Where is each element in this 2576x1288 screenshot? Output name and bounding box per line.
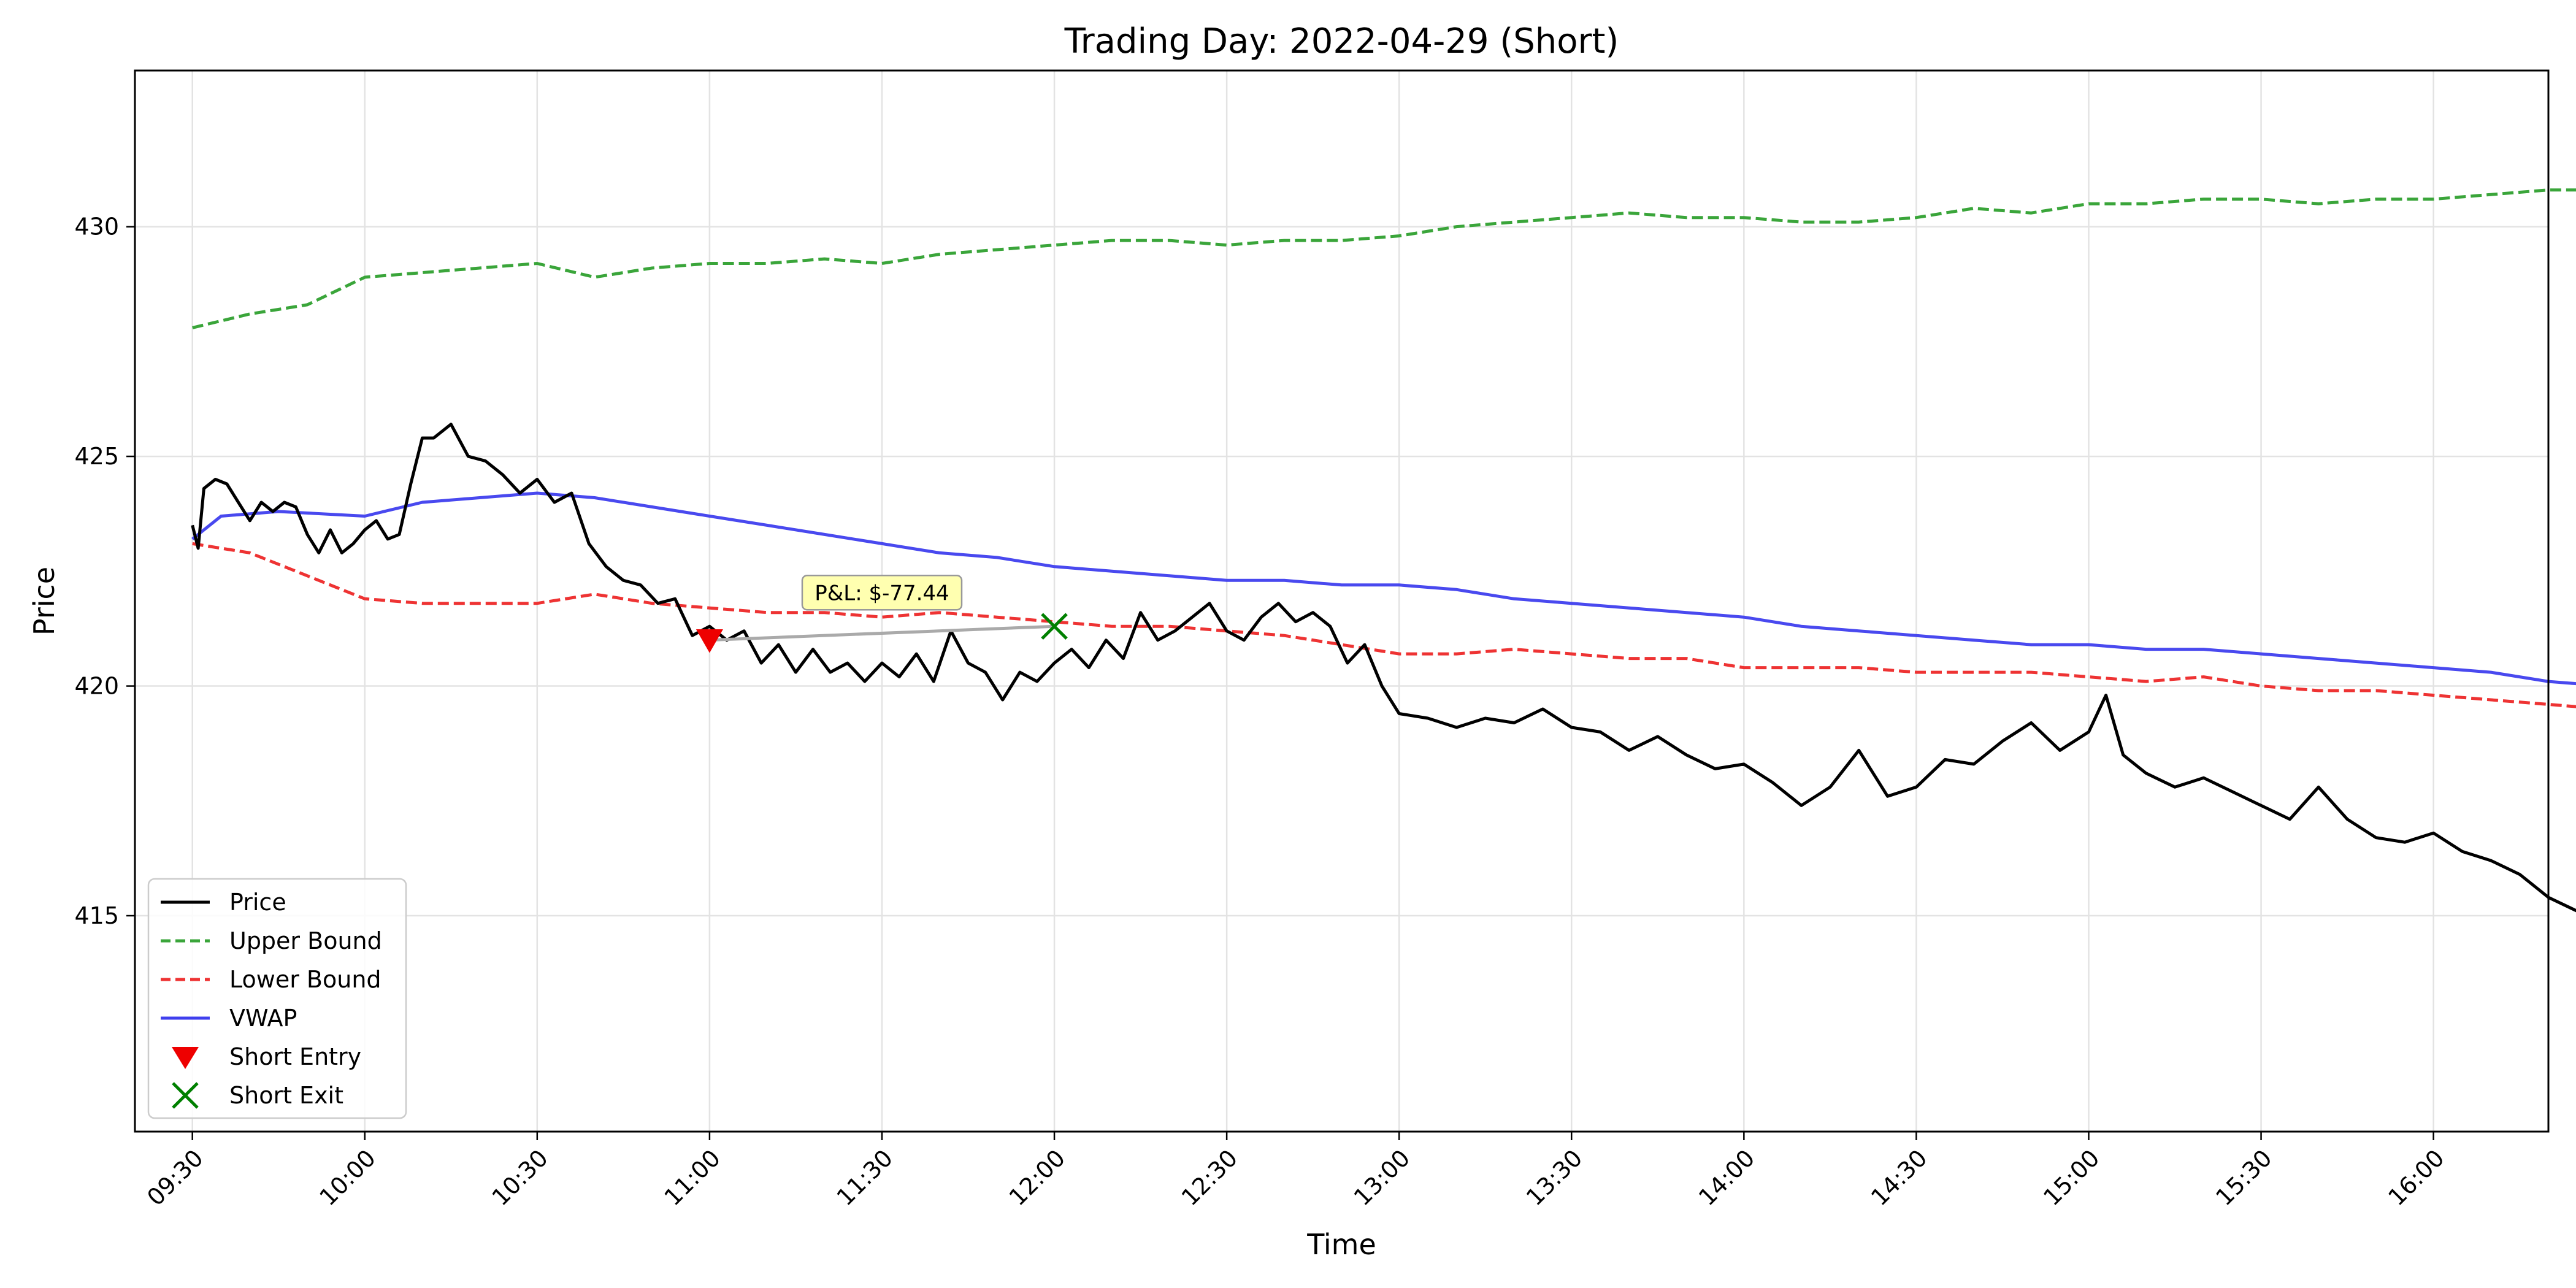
short-exit-marker [1041,613,1068,640]
x-tick-label: 15:00 [2038,1144,2105,1211]
x-tick-label: 14:00 [1693,1144,1760,1211]
x-axis-title: Time [1306,1228,1376,1261]
legend-item: Short Entry [172,1043,361,1070]
y-tick-label: 430 [74,213,119,240]
y-tick-label: 420 [74,673,119,700]
x-tick-label: 13:00 [1349,1144,1416,1211]
y-tick-label: 415 [74,902,119,929]
y-tick-label: 425 [74,443,119,470]
series-line-lower-bound [192,542,2576,708]
y-axis-title: Price [28,567,61,635]
grid [135,71,2548,1132]
legend-item: Short Exit [172,1082,343,1109]
x-tick-label: 09:30 [142,1144,209,1211]
legend-label: Short Entry [229,1043,361,1070]
series-line-vwap [191,491,2576,686]
x-tick-label: 15:30 [2210,1144,2277,1211]
x-tick-label: 10:30 [486,1144,553,1211]
legend-label: Price [229,889,286,916]
legend-item: Upper Bound [161,927,382,954]
legend-item: VWAP [161,1005,297,1032]
legend-marker-short-entry [172,1047,199,1069]
y-axis: 415 420 425 430 [74,213,135,929]
legend-item: Lower Bound [161,966,381,993]
legend-label: VWAP [229,1005,297,1032]
pnl-annotation-box [801,575,963,611]
x-axis: 09:30 10:00 10:30 11:00 11:30 12:00 12:30 13:00… [142,1132,2450,1211]
legend-box [147,878,407,1119]
plot-frame [134,69,2550,1133]
trade-link-line [709,624,1055,642]
x-tick-label: 16:00 [2383,1144,2450,1211]
short-entry-marker [696,629,723,653]
series-group [191,188,2576,913]
series-line-price [191,423,2576,913]
legend-item: Price [161,889,286,916]
series-line-upper-bound [192,188,2576,329]
x-tick-label: 12:00 [1004,1144,1071,1211]
pnl-annotation: P&L: $-77.44 [801,575,963,611]
legend: Price Upper Bound Lower Bound VWAP Short Ent… [147,878,407,1119]
x-tick-label: 12:30 [1176,1144,1243,1211]
legend-label: Short Exit [229,1082,343,1109]
x-tick-label: 14:30 [1866,1144,1933,1211]
chart-title: Trading Day: 2022-04-29 (Short) [1064,21,1619,61]
x-tick-label: 11:30 [832,1144,899,1211]
legend-label: Lower Bound [229,966,381,993]
pnl-annotation-text: P&L: $-77.44 [815,581,949,605]
legend-marker-short-exit [172,1082,199,1109]
x-tick-label: 11:00 [659,1144,726,1211]
x-tick-label: 13:30 [1521,1144,1588,1211]
legend-label: Upper Bound [229,927,382,954]
x-tick-label: 10:00 [314,1144,381,1211]
